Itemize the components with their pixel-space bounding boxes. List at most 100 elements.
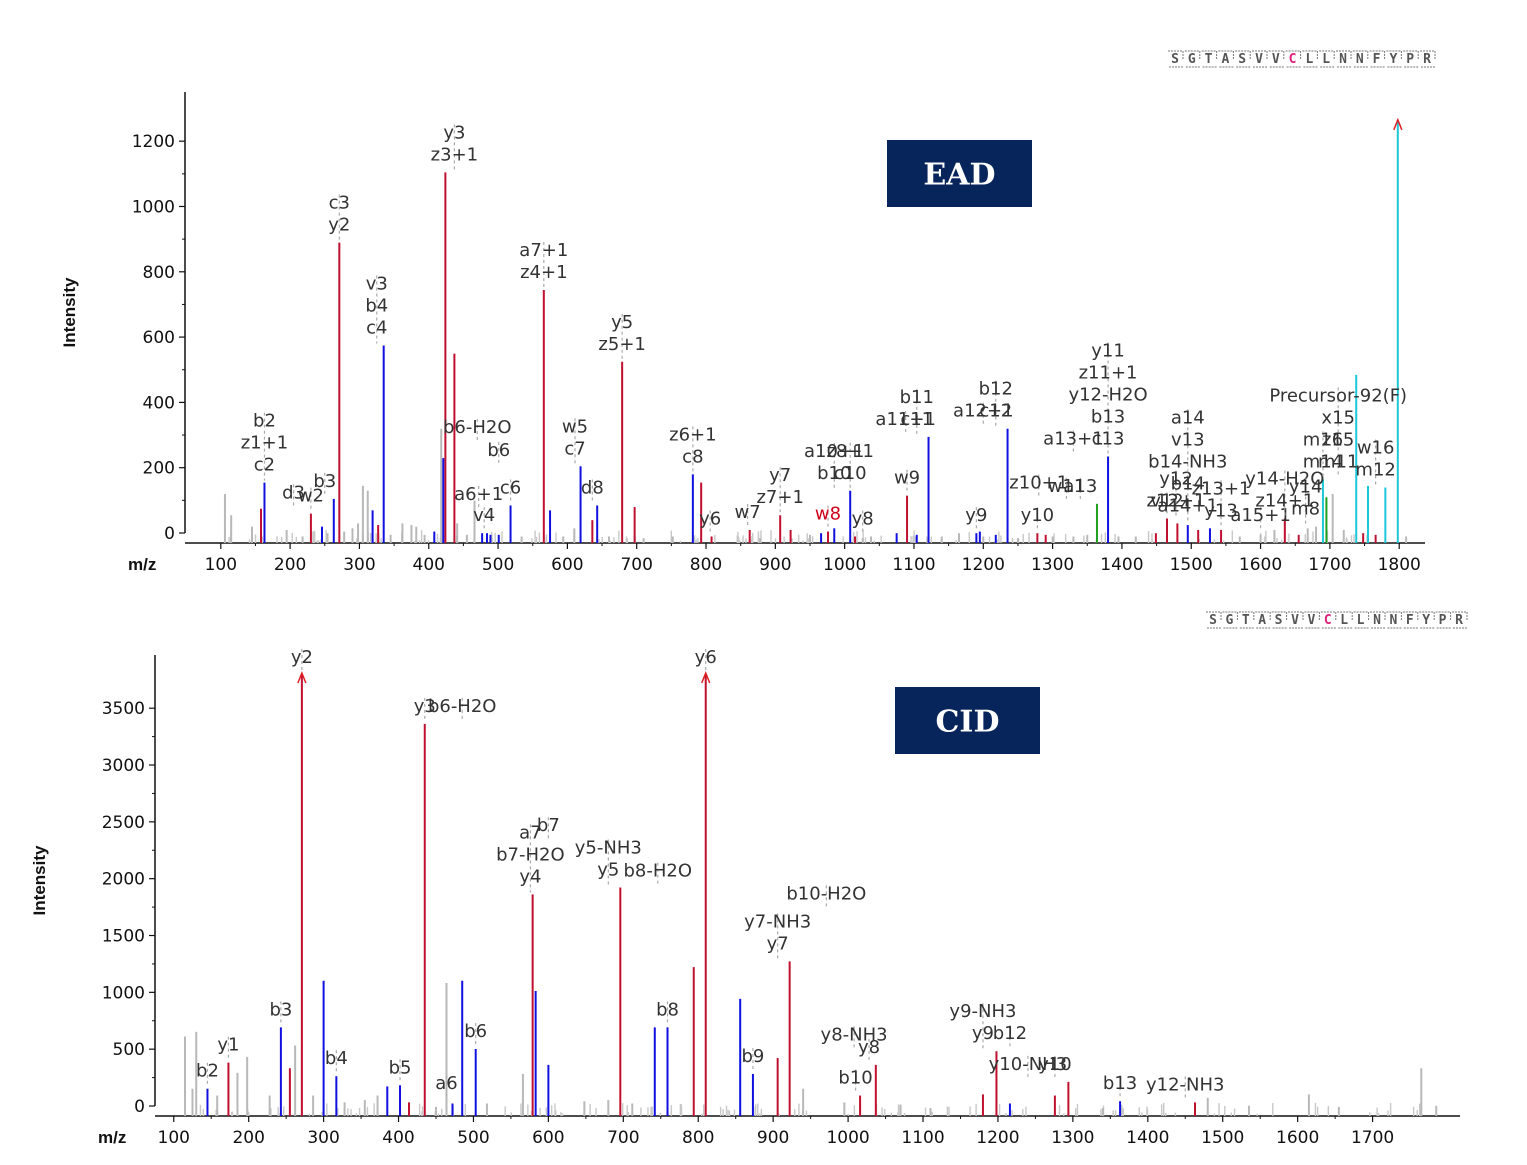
residue-13: Y — [1422, 613, 1430, 628]
fragment-bracket — [1185, 51, 1201, 68]
fragment-label: b13 — [1103, 1073, 1137, 1094]
fragment-bracket — [1272, 612, 1288, 629]
x-tick-label: 600 — [551, 555, 583, 575]
fragment-label: b8 — [656, 999, 679, 1020]
fragment-label: y10 — [1021, 505, 1055, 526]
fragment-label: y14 — [1289, 477, 1323, 498]
residue-6: V — [1272, 52, 1280, 67]
fragment-label: a6+1 — [454, 484, 503, 505]
fragment-label: b10-H2O — [786, 883, 866, 904]
residue-2: T — [1205, 52, 1213, 67]
fragment-label: c4 — [366, 317, 387, 338]
fragment-label: y7 — [767, 933, 789, 954]
fragment-label: y9-NH3 — [949, 1001, 1016, 1022]
fragment-label: w8 — [815, 504, 841, 525]
x-tick-label: 300 — [307, 1128, 339, 1148]
x-tick-label: 100 — [158, 1128, 190, 1148]
cid-spectrum-panel: 0 500 1000 1500 2000 2500 3000 3500 100 200 300 400… — [30, 611, 1468, 1148]
residue-5: V — [1291, 613, 1299, 628]
x-tick-label: 1700 — [1308, 555, 1351, 575]
fragment-label: a11+1 — [875, 409, 935, 430]
y-tick-label: 1000 — [132, 197, 175, 217]
fragment-label: v13 — [1171, 429, 1205, 450]
x-tick-label: 1000 — [823, 555, 866, 575]
x-tick-label: 1300 — [1031, 555, 1074, 575]
fragment-bracket — [1370, 51, 1386, 68]
fragment-bracket — [1421, 51, 1436, 68]
fragment-label: y7 — [769, 465, 791, 486]
fragment-label: b7-H2O — [496, 844, 565, 865]
fragment-label: y9 — [972, 1023, 994, 1044]
fragment-label: m14 — [1303, 451, 1343, 472]
residue-2: T — [1242, 613, 1250, 628]
fragment-label: y11 — [1091, 340, 1125, 361]
fragment-label: Precursor-92(F) — [1269, 385, 1407, 406]
fragment-label: z14+1 — [1255, 491, 1314, 512]
fragment-label: y10 — [1038, 1054, 1072, 1075]
fragment-bracket — [1253, 51, 1268, 68]
residue-8: L — [1305, 52, 1313, 67]
residue-11: N — [1356, 52, 1364, 67]
fragment-label: y2 — [291, 647, 313, 668]
fragment-label: x15 — [1321, 407, 1355, 428]
x-tick-label: 200 — [232, 1128, 264, 1148]
fragment-label: a7 — [519, 822, 541, 843]
y-tick-label: 1200 — [132, 132, 175, 152]
fragment-bracket — [1387, 612, 1402, 629]
residue-12: F — [1373, 52, 1381, 67]
fragment-bracket — [1207, 612, 1222, 629]
fragment-label: z5+1 — [598, 334, 645, 355]
fragment-label: z15 — [1322, 429, 1354, 450]
x-tick-label: 1100 — [892, 555, 935, 575]
y-tick-label: 3000 — [102, 756, 145, 776]
fragment-label: v12 — [1150, 491, 1184, 512]
residue-9: L — [1322, 52, 1330, 67]
x-tick-label: 400 — [413, 555, 445, 575]
fragment-label: z10+1 — [1009, 473, 1068, 494]
fragment-label: y9 — [965, 505, 987, 526]
residue-7: C — [1324, 613, 1332, 628]
fragment-label: b4 — [325, 1048, 348, 1069]
y-tick-label: 800 — [143, 263, 175, 283]
fragment-label: y1 — [217, 1035, 239, 1056]
x-tick-label: 1200 — [976, 1128, 1019, 1148]
x-tick-label: 500 — [457, 1128, 489, 1148]
fragment-bracket — [1256, 612, 1271, 629]
y-tick-label: 0 — [134, 1097, 145, 1117]
residue-10: N — [1339, 52, 1347, 67]
fragment-label: y4 — [519, 866, 541, 887]
fragment-label: a15+1 — [1230, 505, 1290, 526]
method-tag-box — [887, 140, 1032, 207]
fragment-bracket — [1404, 51, 1419, 68]
fragment-label: b12 — [993, 1023, 1027, 1044]
fragment-label: a13+1 — [1043, 428, 1103, 449]
fragment-label: c7 — [564, 438, 585, 459]
fragment-bracket — [1354, 612, 1370, 629]
fragment-label: c3 — [329, 193, 350, 214]
fragment-bracket — [1321, 612, 1337, 629]
fragment-label: b6 — [487, 440, 510, 461]
fragment-label: b13 — [1091, 406, 1125, 427]
fragment-label: c2 — [254, 455, 275, 476]
x-tick-label: 1000 — [826, 1128, 869, 1148]
fragment-label: z4+1 — [520, 262, 567, 283]
fragment-label: a13 — [1063, 476, 1097, 497]
fragment-label: c10 — [834, 463, 867, 484]
residue-6: V — [1307, 613, 1315, 628]
fragment-label: y8 — [852, 508, 874, 529]
fragment-label: v4 — [473, 505, 495, 526]
offscale-arrow-icon — [1393, 117, 1403, 131]
y-tick-label: 0 — [164, 524, 175, 544]
fragment-bracket — [1453, 612, 1468, 629]
fragment-label: z11+1 — [1079, 362, 1138, 383]
fragment-label: b3 — [269, 999, 292, 1020]
x-tick-label: 1200 — [962, 555, 1005, 575]
residue-4: S — [1275, 613, 1283, 628]
fragment-label: c8 — [682, 446, 703, 467]
fragment-label: m16 — [1303, 429, 1343, 450]
residue-1: G — [1225, 613, 1233, 628]
fragment-label: w2 — [298, 486, 324, 507]
fragment-label: m11 — [1318, 451, 1358, 472]
x-tick-label: 1600 — [1239, 555, 1282, 575]
